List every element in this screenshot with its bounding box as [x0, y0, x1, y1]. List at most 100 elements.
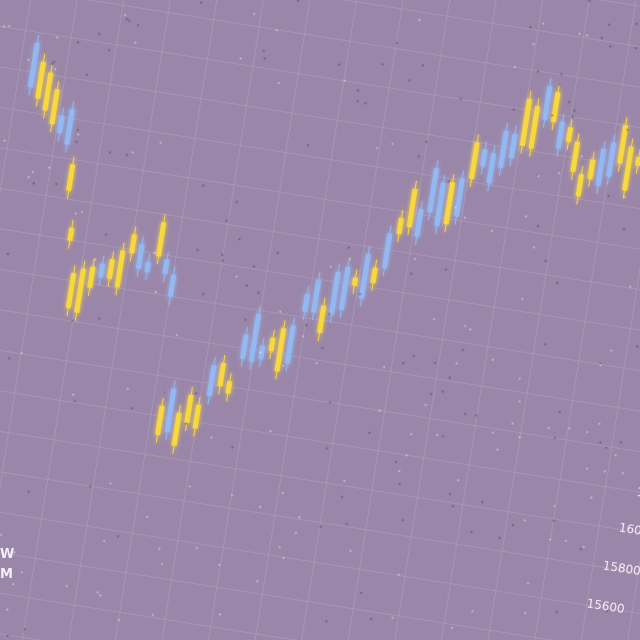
speck [6, 608, 9, 611]
speck [349, 550, 352, 552]
speck [451, 627, 453, 629]
speck [126, 388, 129, 390]
grid-line [0, 0, 640, 135]
speck [126, 18, 128, 20]
speck [297, 0, 299, 2]
speck [391, 143, 394, 145]
candle-body [595, 148, 607, 186]
candle-body [338, 266, 351, 311]
candle-body [114, 250, 126, 288]
speck [345, 523, 348, 525]
speck [259, 506, 262, 508]
speck [108, 151, 111, 154]
candle-body [317, 305, 327, 334]
speck [414, 258, 416, 260]
speck [256, 580, 259, 583]
candle-body [622, 146, 634, 191]
speck [13, 551, 16, 554]
speck [12, 583, 14, 585]
speck [305, 324, 308, 326]
speck [609, 45, 612, 48]
candle-body [565, 127, 574, 143]
speck [588, 0, 591, 2]
speck [464, 216, 466, 219]
speck [470, 531, 473, 533]
speck [430, 393, 432, 395]
candle-body [35, 61, 46, 99]
speck [635, 47, 637, 49]
candle-body [164, 388, 177, 433]
speck [481, 501, 484, 504]
grid-line [260, 0, 434, 640]
speck [73, 400, 76, 402]
grid-line [0, 317, 640, 491]
speck [549, 538, 551, 541]
candle-body [351, 277, 359, 287]
speck [455, 362, 458, 365]
grid-line [0, 435, 640, 609]
candle-body [206, 364, 217, 397]
speck [153, 251, 156, 254]
candle-body [427, 167, 440, 213]
speck [537, 225, 539, 227]
speck [161, 563, 163, 565]
speck [378, 409, 381, 412]
speck [590, 496, 593, 499]
candle-body [155, 221, 167, 257]
speck [75, 141, 78, 143]
speck [253, 13, 256, 15]
speck [610, 349, 613, 352]
speck [125, 154, 128, 156]
speck [525, 215, 527, 218]
candle-body [542, 85, 553, 120]
grid-line [487, 0, 640, 640]
speck [551, 114, 553, 117]
speck [27, 59, 30, 61]
candle-body [587, 159, 596, 180]
candle-body [381, 233, 393, 269]
speck [343, 479, 346, 482]
speck [580, 548, 582, 551]
speck [492, 431, 494, 434]
speck [464, 325, 466, 327]
speck [131, 151, 134, 154]
candle-body [66, 164, 76, 192]
speck [359, 293, 361, 296]
candle-body [555, 121, 565, 150]
speck [556, 282, 559, 284]
speck [452, 505, 454, 507]
speck [281, 492, 284, 494]
speck [626, 129, 629, 131]
speck [307, 144, 309, 146]
candle-body [67, 227, 75, 242]
candle-body [49, 88, 60, 125]
speck [109, 482, 112, 485]
price-label: 15600 [586, 596, 626, 616]
speck [235, 275, 238, 278]
speck [94, 258, 97, 261]
candle-body [434, 182, 446, 227]
speck [462, 349, 464, 351]
speck [108, 49, 110, 51]
speck [189, 485, 191, 488]
speck [554, 437, 556, 439]
speck [370, 618, 372, 620]
speck [196, 249, 199, 251]
speck [398, 482, 401, 485]
speck [3, 139, 6, 142]
speck [471, 610, 474, 613]
candle-body [519, 98, 533, 147]
speck [23, 628, 26, 631]
speck [448, 376, 451, 379]
speck [71, 319, 74, 322]
speck [21, 571, 23, 574]
candle-body [468, 141, 480, 180]
grid-line [78, 0, 252, 640]
speck [565, 540, 567, 542]
speck [636, 345, 639, 348]
speck [321, 347, 324, 349]
speck [410, 272, 413, 275]
candle-body [192, 404, 202, 429]
speck [8, 357, 11, 360]
